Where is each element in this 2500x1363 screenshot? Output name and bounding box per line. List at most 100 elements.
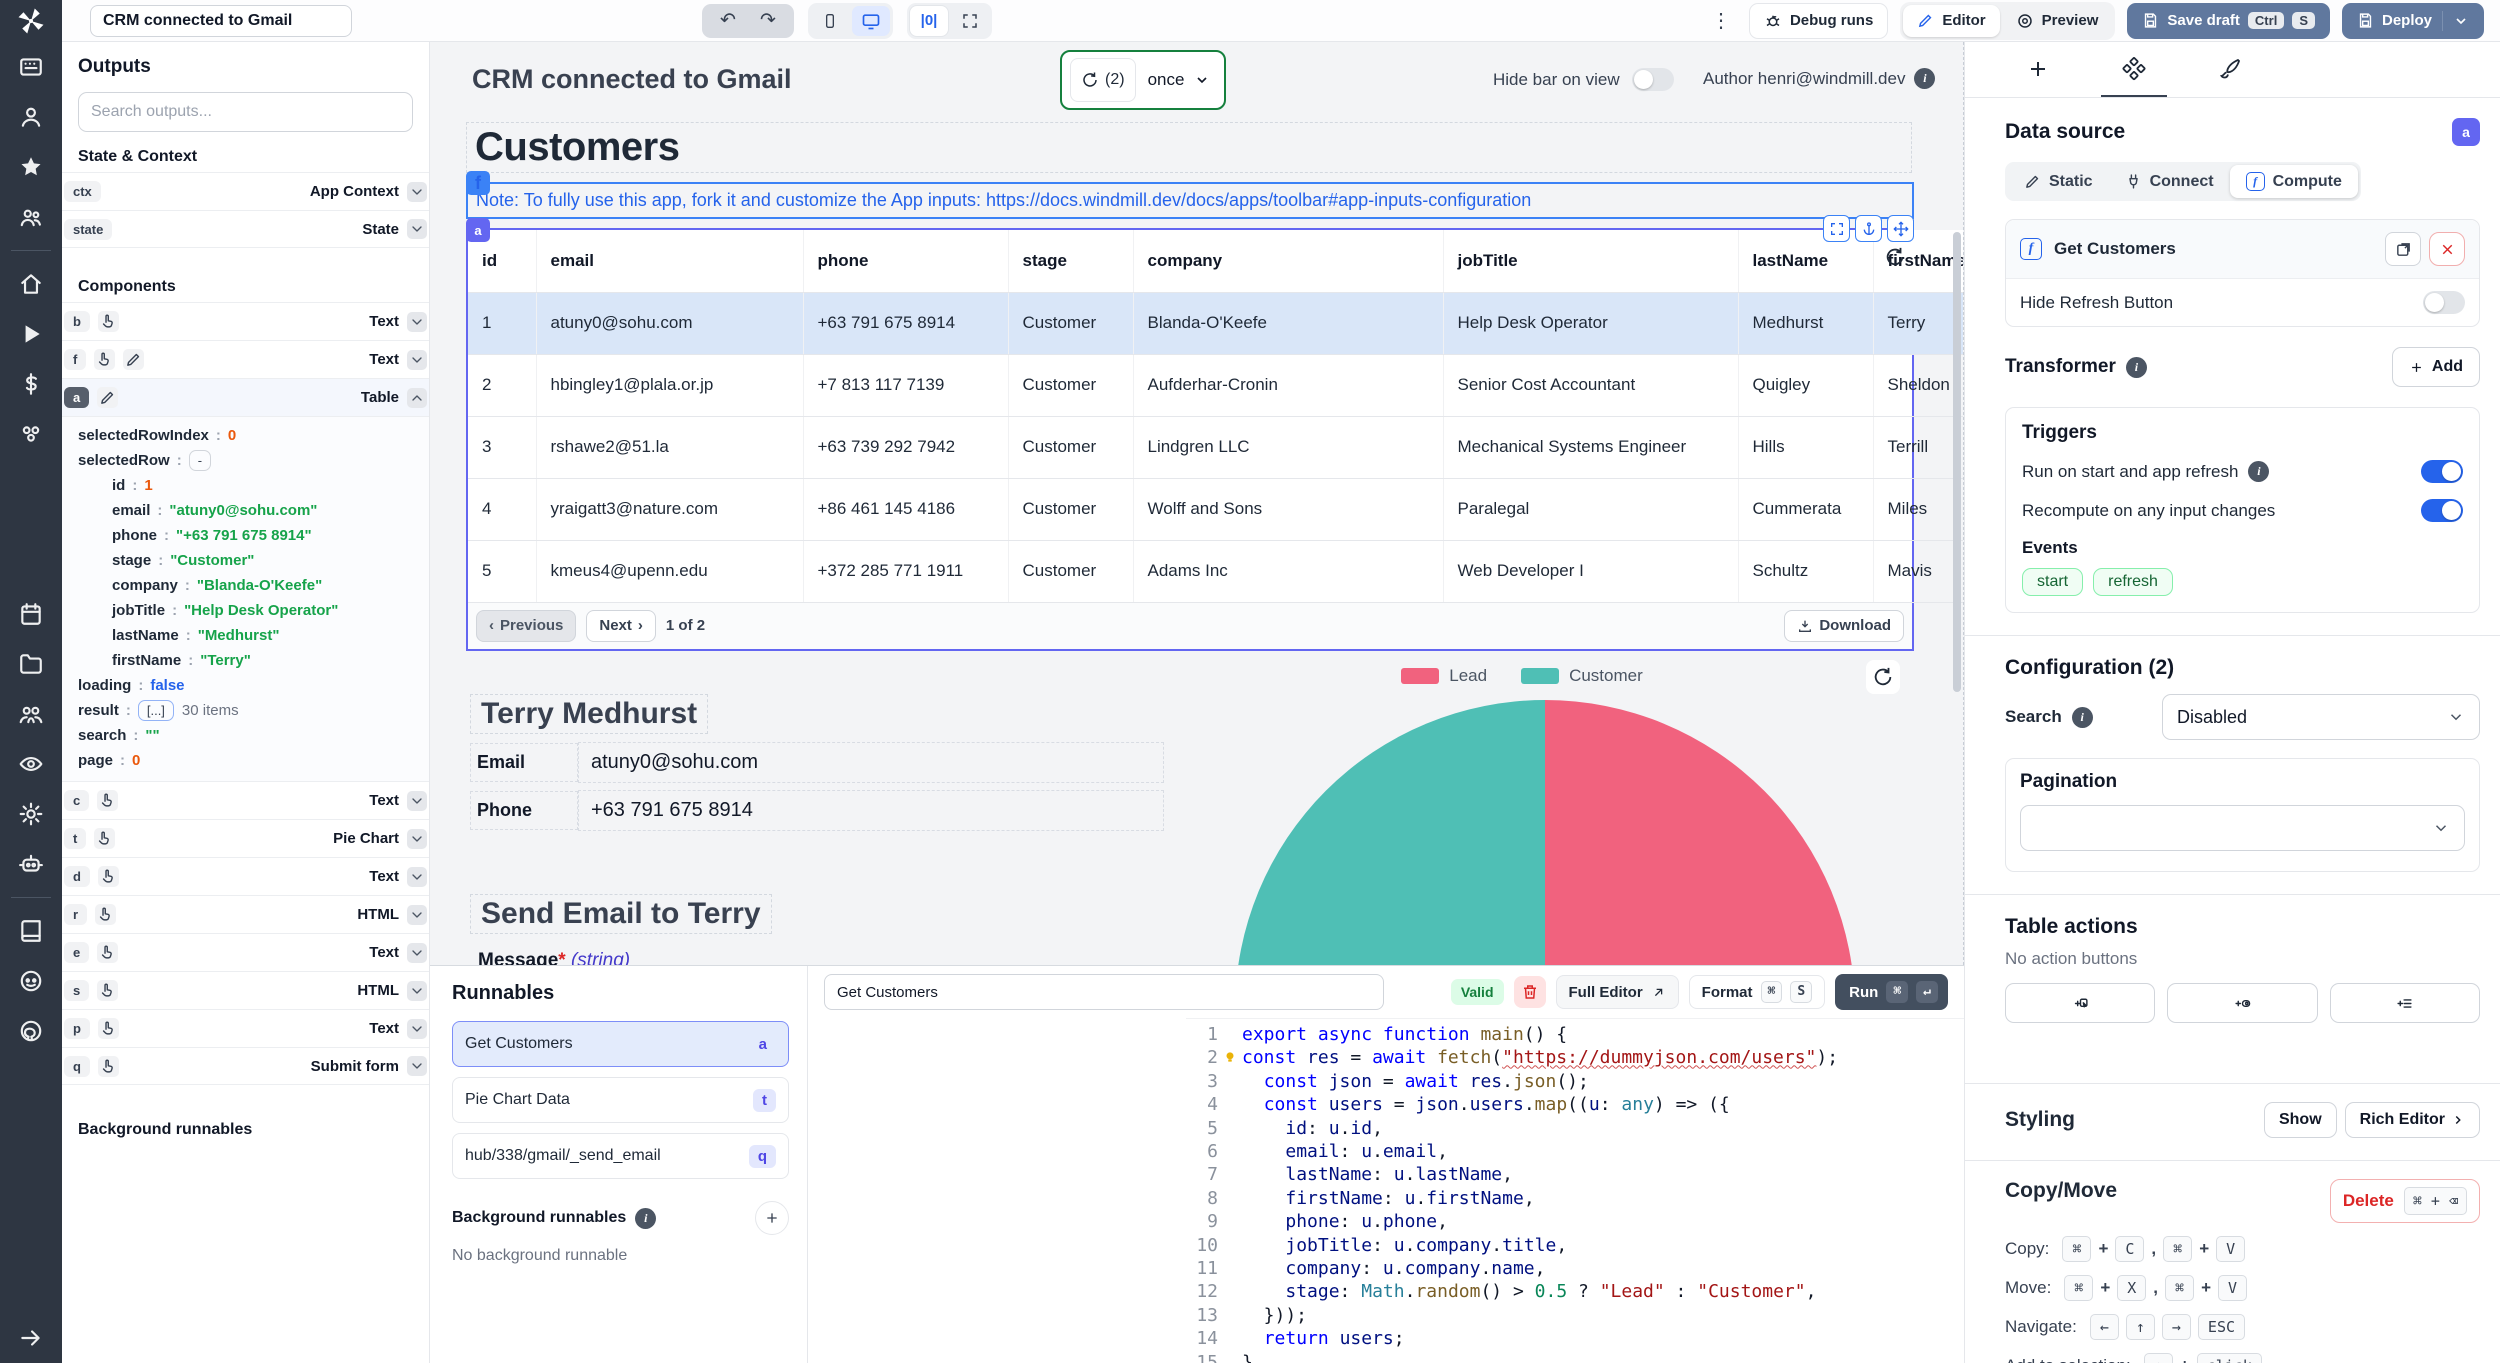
apps-icon[interactable] [18,421,44,447]
component-row-f[interactable]: f Text [62,340,429,378]
chevron-down-icon[interactable] [407,904,427,925]
info-icon[interactable]: i [1914,68,1936,89]
source-tab-compute[interactable]: f Compute [2229,165,2358,198]
table-row[interactable]: 5 kmeus4@upenn.edu +372 285 771 1911 Custom… [468,540,1963,603]
expand-component-icon[interactable] [1823,215,1850,242]
output-entry-company[interactable]: company: "Blanda-O'Keefe" [112,577,323,594]
next-page-button[interactable]: Next › [586,609,656,642]
undo-button[interactable]: ↶ [720,10,736,31]
send-email-title[interactable]: Send Email to Terry [470,894,772,934]
chevron-down-icon[interactable] [407,942,427,963]
component-badge-f[interactable]: f [466,171,490,195]
book-icon[interactable] [18,918,44,944]
home-icon[interactable] [18,271,44,297]
code-editor[interactable]: 1 export async function main() { 2 const… [1186,1018,1964,1363]
editor-tab[interactable]: Editor [1903,4,2000,37]
more-menu-icon[interactable]: ⋮ [1710,10,1731,32]
output-entry-selectedRow[interactable]: selectedRow: - [68,448,429,473]
add-background-runnable-button[interactable] [755,1201,789,1235]
move-component-icon[interactable] [1887,215,1914,242]
chevron-down-icon[interactable] [407,311,427,332]
dollar-icon[interactable] [18,371,44,397]
play-icon[interactable] [18,321,44,347]
info-icon[interactable]: i [635,1207,657,1229]
star-icon[interactable] [18,154,44,180]
add-button-action-button[interactable] [2005,983,2156,1023]
output-entry-jobTitle[interactable]: jobTitle: "Help Desk Operator" [112,602,339,619]
app-title-input[interactable] [90,4,352,37]
chevron-down-icon[interactable] [407,181,427,202]
legend-item-customer[interactable]: Customer [1521,666,1643,686]
folder-icon[interactable] [18,651,44,677]
output-entry-phone[interactable]: phone: "+63 791 675 8914" [112,527,312,544]
canvas-scrollbar[interactable] [1953,232,1961,692]
discord-icon[interactable] [18,968,44,994]
runnable-item[interactable]: hub/338/gmail/_send_email q [452,1133,789,1179]
desktop-view-button[interactable] [852,5,890,36]
runnable-item[interactable]: Pie Chart Data t [452,1077,789,1123]
component-row-t[interactable]: t Pie Chart [62,819,429,857]
calendar-icon[interactable] [18,601,44,627]
source-tab-static[interactable]: Static [2008,165,2109,198]
component-row-d[interactable]: d Text [62,857,429,895]
pagination-select[interactable] [2020,805,2465,851]
arrow-right-icon[interactable] [18,1325,44,1351]
output-entry-firstName[interactable]: firstName: "Terry" [112,652,251,669]
chevron-up-icon[interactable] [407,387,427,408]
download-button[interactable]: Download [1784,609,1904,642]
column-header-jobTitle[interactable]: jobTitle [1443,230,1739,293]
eye-icon[interactable] [18,751,44,777]
search-outputs-input[interactable] [78,92,413,132]
refresh-schedule-button[interactable]: (2) once [1060,50,1227,110]
chevron-down-icon[interactable] [407,790,427,811]
column-header-company[interactable]: company [1133,230,1444,293]
pie-refresh-icon[interactable] [1866,660,1900,694]
chevron-down-icon[interactable] [407,1056,427,1076]
redo-button[interactable]: ↷ [760,10,776,31]
chevron-down-icon[interactable] [407,980,427,1001]
pie-chart-component[interactable]: Lead Customer [1190,652,1914,965]
info-icon[interactable]: i [2125,356,2147,378]
component-row-c[interactable]: c Text [62,781,429,819]
component-row-e[interactable]: e Text [62,933,429,971]
mobile-view-button[interactable] [811,6,849,36]
info-icon[interactable]: i [2248,461,2270,482]
save-draft-button[interactable]: Save draft Ctrl S [2127,2,2330,39]
refresh-count[interactable]: (2) [1070,58,1136,102]
chevron-down-icon[interactable] [407,1018,427,1039]
component-row-r[interactable]: r HTML [62,895,429,933]
output-entry-result[interactable]: result: [...] 30 items [78,700,239,721]
component-row-p[interactable]: p Text [62,1009,429,1047]
component-row-q[interactable]: q Submit form [62,1047,429,1085]
add-select-action-button[interactable] [2329,983,2480,1023]
component-badge-a[interactable]: a [466,218,490,242]
open-runnable-icon[interactable] [2385,232,2421,266]
previous-page-button[interactable]: ‹ Previous [476,609,577,642]
windmill-logo[interactable] [0,0,62,42]
component-row-b[interactable]: b Text [62,302,429,340]
output-entry-selectedRowIndex[interactable]: selectedRowIndex:0 [78,427,237,444]
chevron-down-icon[interactable] [407,828,427,849]
table-row[interactable]: 4 yraigatt3@nature.com +86 461 145 4186 Cus… [468,478,1963,541]
column-header-email[interactable]: email [536,230,804,293]
context-row-state[interactable]: state State [62,210,429,248]
debug-runs-button[interactable]: Debug runs [1748,2,1889,39]
add-transformer-button[interactable]: Add [2391,347,2480,387]
table-row[interactable]: 2 hbingley1@plala.or.jp +7 813 117 7139 Cus… [468,354,1963,417]
output-entry-id[interactable]: id:1 [112,477,153,494]
column-header-stage[interactable]: stage [1008,230,1134,293]
detach-runnable-button[interactable] [2429,232,2465,266]
app-grid-icon[interactable] [18,54,44,80]
legend-item-lead[interactable]: Lead [1401,666,1487,686]
tab-settings[interactable] [2101,57,2167,97]
phone-row[interactable]: Phone +63 791 675 8914 [470,790,1164,831]
add-toggle-action-button[interactable] [2167,983,2318,1023]
runnable-item[interactable]: Get Customers a [452,1021,789,1067]
full-editor-button[interactable]: Full Editor [1555,975,1679,1009]
hide-bar-toggle[interactable] [1631,68,1674,91]
github-icon[interactable] [18,1018,44,1044]
robot-icon[interactable] [18,851,44,877]
team-icon[interactable] [18,204,44,230]
rich-editor-button[interactable]: Rich Editor [2344,1102,2480,1138]
chevron-down-icon[interactable] [407,866,427,887]
